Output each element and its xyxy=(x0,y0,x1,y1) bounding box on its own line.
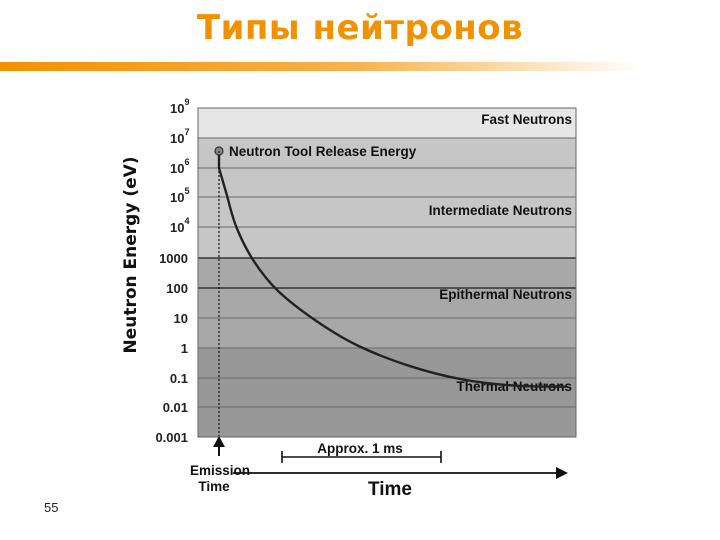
band-1 xyxy=(198,138,576,258)
y-tick-label-11: 0.001 xyxy=(155,430,188,445)
y-tick-label-1: 107 xyxy=(170,127,189,146)
y-tick-label-9: 0.1 xyxy=(170,371,188,386)
band-2 xyxy=(198,258,576,348)
emission-time-label: Time xyxy=(198,479,230,494)
approx-label: Approx. 1 ms xyxy=(317,441,403,456)
y-tick-label-7: 10 xyxy=(174,311,188,326)
y-tick-label-4: 104 xyxy=(170,216,189,235)
energy-curve xyxy=(217,167,567,388)
band-label-2: Epithermal Neutrons xyxy=(439,287,572,302)
band-0 xyxy=(198,108,576,138)
y-tick-label-2: 106 xyxy=(170,157,189,176)
title-rule xyxy=(0,62,640,71)
y-tick-label-0: 109 xyxy=(170,97,189,116)
release-label: Neutron Tool Release Energy xyxy=(229,144,417,159)
emission-arrow-head xyxy=(213,436,225,447)
band-3 xyxy=(198,348,576,437)
slide-number: 55 xyxy=(44,500,59,515)
y-tick-label-10: 0.01 xyxy=(163,400,188,415)
slide-title: Типы нейтронов xyxy=(196,8,524,48)
y-axis-title: Neutron Energy (eV) xyxy=(121,156,141,353)
band-label-1: Intermediate Neutrons xyxy=(429,203,572,218)
y-tick-label-8: 1 xyxy=(181,341,188,356)
x-axis-title: Time xyxy=(368,479,412,500)
y-tick-label-6: 100 xyxy=(166,281,188,296)
gridlines xyxy=(197,107,577,438)
band-label-0: Fast Neutrons xyxy=(481,112,572,127)
band-labels: Fast Neutrons Intermediate Neutrons Epithe… xyxy=(429,112,572,394)
plot-frame xyxy=(197,107,577,438)
emission-label: Emission xyxy=(190,463,250,478)
time-arrow-head xyxy=(556,467,568,479)
y-tick-labels: 109 107 106 105 104 1000 100 10 1 0.1 0.01 0.001 xyxy=(155,97,189,445)
y-tick-label-3: 105 xyxy=(170,186,189,205)
energy-bands xyxy=(198,108,576,437)
y-tick-label-5: 1000 xyxy=(159,251,188,266)
